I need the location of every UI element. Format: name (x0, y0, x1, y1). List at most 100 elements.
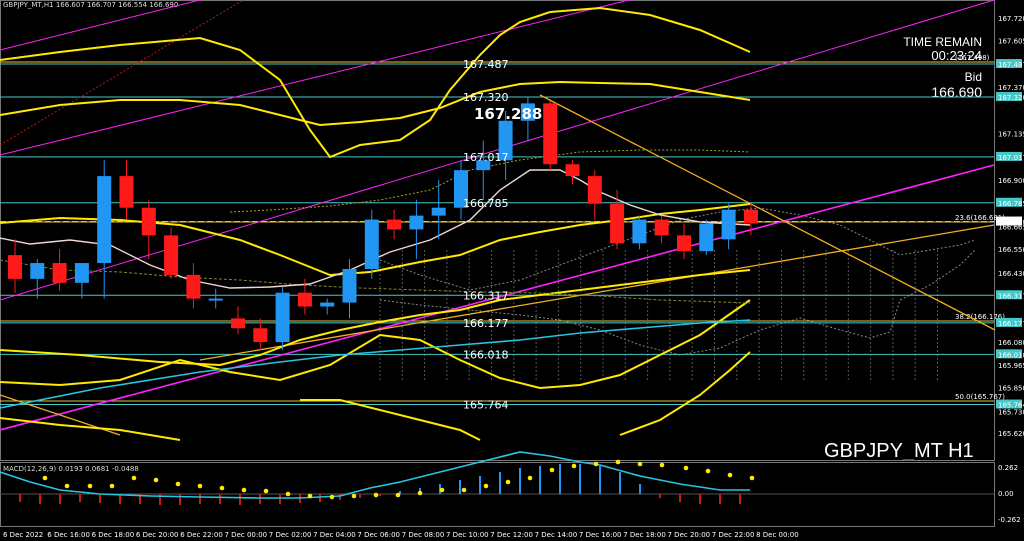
candle-body (587, 176, 602, 204)
macd-dot (197, 483, 203, 489)
candle-body (253, 328, 268, 343)
macd-dot (705, 468, 711, 474)
price-axis: 167.720 167.605 167.487 167.370 167.320 167.1… (996, 15, 1024, 438)
price-axis-tick: 165.730 (998, 408, 1024, 416)
candle-body (231, 318, 245, 329)
price-axis-badge (996, 290, 1022, 300)
time-axis-tick: 7 Dec 04:00 (313, 531, 356, 539)
macd-dot (351, 493, 357, 499)
macd-dot (175, 481, 181, 487)
macd-dot (131, 475, 137, 481)
time-axis-tick: 6 Dec 2022 (3, 531, 43, 539)
time-axis-tick: 7 Dec 10:00 (446, 531, 489, 539)
price-axis-tick: 166.430 (998, 270, 1024, 278)
candle-body (498, 120, 513, 161)
price-axis-tick: 166.785 (998, 200, 1024, 208)
candle-body (454, 170, 468, 208)
macd-dot (219, 485, 225, 491)
candle-body (52, 263, 67, 283)
time-axis-tick: 6 Dec 22:00 (180, 531, 223, 539)
red-dotted-trend (0, 0, 245, 146)
candle-body (320, 302, 335, 307)
time-axis-tick: 6 Dec 16:00 (47, 531, 90, 539)
macd-dot (727, 472, 733, 478)
fib-label-382: 38.2(166.176) (955, 313, 1005, 321)
candle-body (297, 292, 312, 307)
candle-body (543, 103, 558, 165)
price-axis-tick: 166.080 (998, 339, 1024, 347)
candle-body (565, 164, 580, 177)
macd-dot (637, 461, 643, 467)
macd-dot (505, 479, 511, 485)
time-remain-panel: TIME REMAIN 00:23:24 (903, 35, 982, 63)
level-label: 166.018 (463, 348, 509, 361)
candle-body (654, 219, 669, 236)
price-axis-tick: 165.965 (998, 362, 1024, 370)
level-label: 166.785 (463, 197, 509, 210)
main-chart-frame (0, 0, 995, 461)
macd-dot (549, 467, 555, 473)
macd-dot (87, 483, 93, 489)
price-axis-tick: 165.620 (998, 430, 1024, 438)
price-axis-tick: 165.764 (998, 402, 1024, 410)
time-axis-tick: 7 Dec 06:00 (357, 531, 400, 539)
price-axis-tick: 165.850 (998, 385, 1024, 393)
price-axis-badge (996, 59, 1022, 69)
candle-body (364, 219, 379, 269)
candle-body (699, 223, 714, 252)
macd-axis-tick: 0.00 (998, 490, 1014, 498)
macd-label: MACD(12,26,9) 0.0193 0.0681 -0.0488 (3, 465, 139, 473)
macd-dot (615, 459, 621, 465)
fib-label-236: 23.6(166.681) (955, 214, 1005, 222)
ichimoku-cloud (379, 207, 976, 356)
price-axis-tick: 167.605 (998, 38, 1024, 46)
white-ma (0, 169, 751, 289)
macd-signal-line (0, 451, 750, 499)
level-label: 167.017 (463, 151, 509, 164)
macd-dot (64, 483, 70, 489)
candle-body (743, 209, 758, 224)
price-axis-tick: 167.370 (998, 84, 1024, 92)
macd-dot (153, 477, 159, 483)
macd-dots (42, 459, 755, 500)
time-axis-tick: 7 Dec 08:00 (402, 531, 445, 539)
candle-body (342, 268, 357, 303)
macd-dot (439, 487, 445, 493)
candle-body (74, 263, 89, 283)
bid-label: Bid (964, 70, 982, 84)
price-axis-tick: 167.320 (998, 94, 1024, 102)
macd-dot (593, 461, 599, 467)
candle-body (97, 176, 112, 264)
candle-body (275, 292, 290, 343)
level-label: 166.177 (463, 317, 509, 330)
time-axis-tick: 7 Dec 12:00 (490, 531, 533, 539)
symbol-watermark: GBPJPY_MT H1 (824, 440, 974, 462)
candle-body (409, 215, 424, 230)
price-axis-badge (996, 399, 1022, 409)
macd-dot (749, 475, 755, 481)
price-axis-tick: 166.900 (998, 177, 1024, 185)
level-labels: 167.487 167.320 167.017 166.785 166.317 166.1… (463, 58, 509, 411)
high-price-label: 167.288 (474, 105, 542, 123)
candle-body (476, 160, 491, 171)
price-axis-tick: 166.177 (998, 320, 1024, 328)
price-axis-tick: 167.017 (998, 154, 1024, 162)
macd-axis: 0.262 0.00 -0.262 (998, 464, 1021, 524)
dotted-yellow (229, 149, 751, 213)
time-axis-tick: 6 Dec 20:00 (136, 531, 179, 539)
bid-value: 166.690 (931, 84, 982, 100)
macd-dot (263, 488, 269, 494)
macd-dot (483, 483, 489, 489)
candle-body (119, 176, 134, 208)
time-axis-tick: 7 Dec 14:00 (535, 531, 578, 539)
price-axis-tick: 167.135 (998, 131, 1024, 139)
price-axis-badge (996, 349, 1022, 359)
price-axis-badge (996, 317, 1022, 327)
candlesticks (8, 97, 758, 350)
macd-dot (527, 475, 533, 481)
price-axis-badge (996, 151, 1022, 161)
macd-dot (417, 490, 423, 496)
time-axis-tick: 8 Dec 00:00 (756, 531, 799, 539)
price-axis-tick: 167.487 (998, 61, 1024, 69)
